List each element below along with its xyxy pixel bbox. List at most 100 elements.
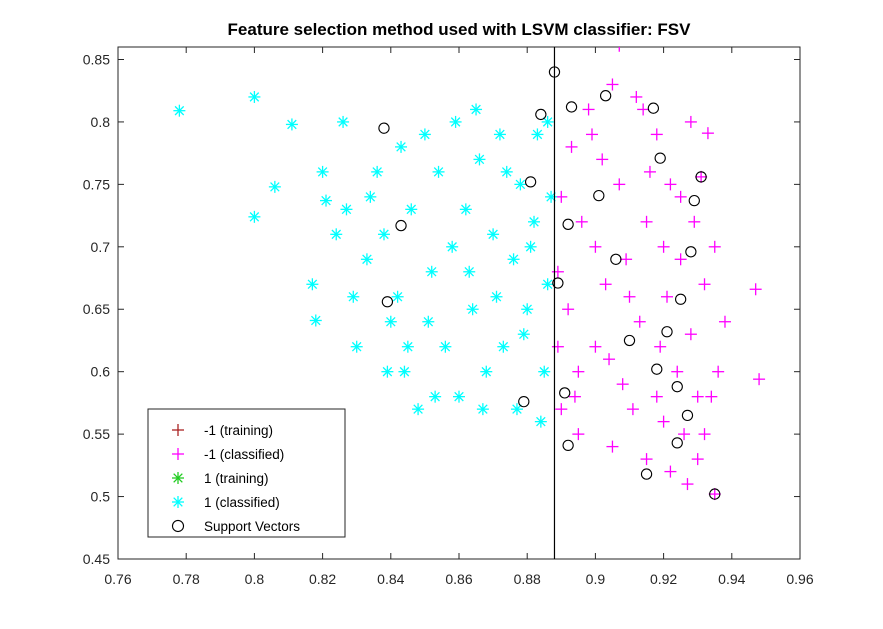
point-asterisk-3-38 (405, 203, 418, 216)
point-plus-1-59 (637, 103, 650, 116)
point-circle-4-18 (610, 253, 622, 265)
point-plus-1-29 (657, 240, 670, 253)
point-circle-4-28 (535, 108, 547, 121)
point-circle-4-20 (651, 363, 663, 375)
point-plus-1-51 (643, 165, 656, 178)
point-asterisk-3-14 (412, 403, 425, 416)
point-plus-1-54 (691, 453, 704, 466)
point-plus-1-31 (589, 340, 602, 353)
point-asterisk-3-47 (429, 390, 442, 403)
point-circle-4-1 (565, 101, 578, 113)
point-plus-1-56 (620, 253, 633, 266)
point-asterisk-3-0 (173, 104, 186, 117)
point-asterisk-3-28 (538, 365, 551, 378)
point-plus-1-26 (718, 315, 731, 328)
legend-label: -1 (training) (204, 423, 273, 438)
point-asterisk-3-20 (470, 103, 483, 116)
point-asterisk-3-51 (514, 178, 527, 191)
y-tick-label: 0.75 (83, 176, 110, 192)
point-plus-1-10 (650, 128, 663, 141)
legend-label: Support Vectors (204, 519, 300, 534)
legend-label: 1 (classified) (204, 495, 280, 510)
point-circle-4-7 (685, 246, 697, 258)
y-tick-label: 0.65 (83, 301, 110, 317)
point-asterisk-3-43 (330, 228, 343, 241)
data-marks (173, 47, 766, 559)
point-asterisk-3-46 (401, 340, 414, 353)
point-plus-1-46 (684, 115, 697, 128)
point-asterisk-3-11 (371, 165, 384, 178)
point-asterisk-3-4 (285, 118, 298, 131)
point-asterisk-3-6 (306, 278, 319, 291)
point-circle-4-26 (518, 396, 530, 408)
point-asterisk-3-41 (364, 190, 377, 203)
x-tick-label: 0.86 (445, 571, 472, 587)
point-circle-4-14 (559, 387, 571, 399)
legend-marker-0 (172, 424, 184, 436)
x-tick-label: 0.88 (514, 571, 541, 587)
point-asterisk-3-2 (248, 210, 261, 223)
point-asterisk-3-31 (541, 115, 554, 128)
x-tick-label: 0.94 (718, 571, 745, 587)
point-plus-1-38 (616, 378, 629, 391)
point-plus-1-13 (582, 103, 595, 116)
point-asterisk-3-21 (480, 365, 493, 378)
y-tick-label: 0.45 (83, 551, 110, 567)
point-plus-1-4 (695, 170, 708, 183)
point-plus-1-14 (565, 140, 578, 153)
point-plus-1-48 (575, 215, 588, 228)
point-asterisk-3-9 (350, 340, 363, 353)
point-asterisk-3-49 (497, 340, 510, 353)
point-asterisk-3-18 (453, 390, 465, 403)
x-tick-label: 0.76 (104, 571, 131, 587)
point-circle-4-22 (654, 152, 666, 164)
point-asterisk-3-30 (545, 190, 558, 203)
point-plus-1-0 (618, 47, 620, 52)
point-circle-4-11 (671, 437, 683, 449)
legend-marker-3 (172, 496, 184, 508)
point-asterisk-3-10 (360, 253, 373, 266)
point-plus-1-42 (678, 428, 691, 441)
point-circle-4-24 (381, 296, 394, 308)
point-plus-1-1 (749, 283, 762, 296)
point-plus-1-45 (698, 278, 711, 291)
point-asterisk-3-22 (490, 290, 503, 303)
point-asterisk-3-48 (476, 403, 489, 416)
point-asterisk-3-19 (459, 203, 472, 216)
point-plus-1-58 (603, 353, 616, 366)
point-circle-4-13 (562, 439, 574, 452)
point-asterisk-3-57 (381, 365, 394, 378)
x-tick-label: 0.78 (173, 571, 200, 587)
point-circle-4-19 (623, 334, 636, 347)
point-plus-1-5 (708, 488, 721, 501)
point-circle-4-10 (681, 409, 694, 422)
legend-marker-4 (171, 519, 185, 533)
point-asterisk-3-1 (248, 90, 261, 103)
point-plus-1-37 (650, 390, 663, 403)
y-tick-label: 0.85 (83, 51, 110, 67)
y-tick-label: 0.8 (91, 114, 111, 130)
point-asterisk-3-44 (316, 165, 329, 178)
point-plus-1-8 (674, 253, 687, 266)
point-plus-1-33 (589, 240, 602, 253)
point-plus-1-30 (623, 290, 636, 303)
point-plus-1-9 (664, 178, 677, 191)
point-asterisk-3-16 (425, 265, 438, 278)
point-asterisk-3-32 (534, 415, 547, 428)
point-asterisk-3-17 (439, 340, 452, 353)
point-asterisk-3-27 (531, 128, 544, 141)
point-asterisk-3-45 (340, 203, 353, 216)
point-circle-4-21 (661, 326, 673, 338)
point-plus-1-35 (640, 215, 653, 228)
point-asterisk-3-33 (507, 253, 520, 266)
point-asterisk-3-5 (309, 314, 322, 327)
point-asterisk-3-55 (422, 315, 435, 328)
point-plus-1-41 (661, 290, 674, 303)
point-asterisk-3-58 (463, 265, 476, 278)
point-plus-1-32 (572, 365, 585, 378)
point-plus-1-36 (671, 365, 684, 378)
point-circle-4-2 (599, 90, 612, 102)
point-plus-1-22 (664, 465, 677, 478)
point-asterisk-3-15 (418, 128, 431, 141)
